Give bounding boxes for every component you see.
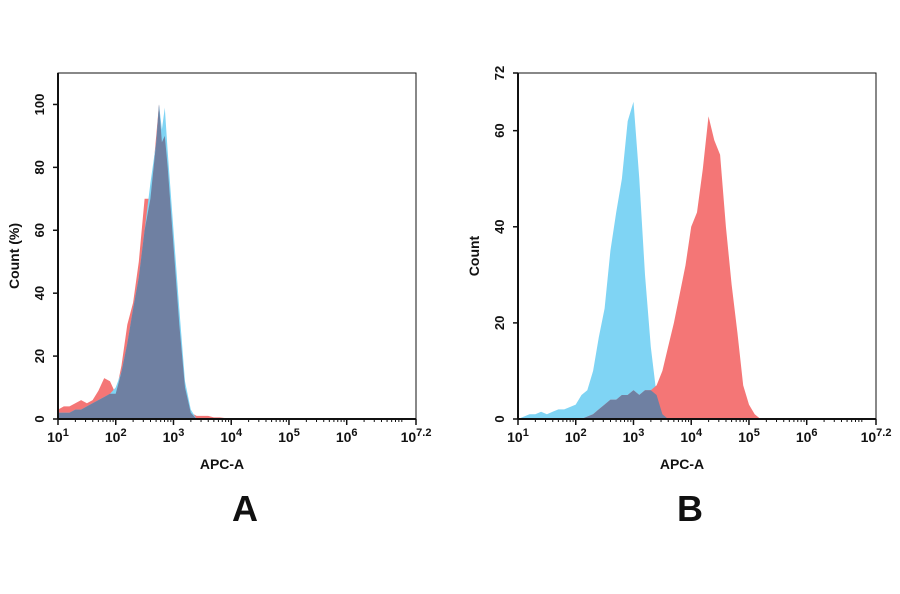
x-tick-label: 104 bbox=[680, 427, 703, 445]
x-tick-label: 102 bbox=[565, 427, 587, 445]
panel-label-a: A bbox=[232, 488, 258, 529]
y-tick-label: 100 bbox=[32, 94, 47, 116]
histogram-blue bbox=[518, 101, 767, 420]
y-tick-label: 40 bbox=[492, 220, 507, 234]
y-tick-label: 20 bbox=[492, 316, 507, 330]
x-tick-label: 103 bbox=[623, 427, 645, 445]
histogram-overlap bbox=[58, 104, 289, 419]
histogram-red bbox=[518, 116, 767, 420]
x-tick-label: 103 bbox=[163, 427, 185, 445]
y-tick-label: 80 bbox=[32, 160, 47, 174]
y-tick-label: 72 bbox=[492, 66, 507, 80]
y-axis-label: Count (%) bbox=[6, 223, 22, 289]
y-tick-label: 60 bbox=[492, 123, 507, 137]
y-tick-label: 0 bbox=[492, 415, 507, 422]
x-tick-label: 106 bbox=[336, 427, 358, 445]
y-tick-label: 40 bbox=[32, 286, 47, 300]
x-tick-label: 107.2 bbox=[861, 427, 892, 445]
y-tick-label: 20 bbox=[32, 349, 47, 363]
x-axis-label: APC-A bbox=[660, 456, 704, 472]
x-tick-label: 105 bbox=[278, 427, 300, 445]
panel-label-b: B bbox=[677, 488, 703, 529]
x-tick-label: 106 bbox=[796, 427, 818, 445]
x-axis-label: APC-A bbox=[200, 456, 244, 472]
y-tick-label: 60 bbox=[32, 223, 47, 237]
x-tick-label: 102 bbox=[105, 427, 127, 445]
histogram-overlap bbox=[518, 390, 767, 419]
y-axis-label: Count bbox=[466, 235, 482, 276]
panel-a: 0 20 40 60 80 100 101 102 103 104 105 106 107.2 APC-A… bbox=[6, 72, 432, 472]
x-tick-label: 107.2 bbox=[401, 427, 432, 445]
x-tick-label: 101 bbox=[47, 427, 69, 445]
x-tick-label: 105 bbox=[738, 427, 760, 445]
y-tick-label: 0 bbox=[32, 415, 47, 422]
x-tick-label: 104 bbox=[220, 427, 243, 445]
panel-b: 0 20 40 60 72 101 102 103 104 105 106 107.2 APC-A Cou… bbox=[466, 66, 891, 472]
x-tick-label: 101 bbox=[507, 427, 529, 445]
plot-frame bbox=[57, 72, 417, 420]
